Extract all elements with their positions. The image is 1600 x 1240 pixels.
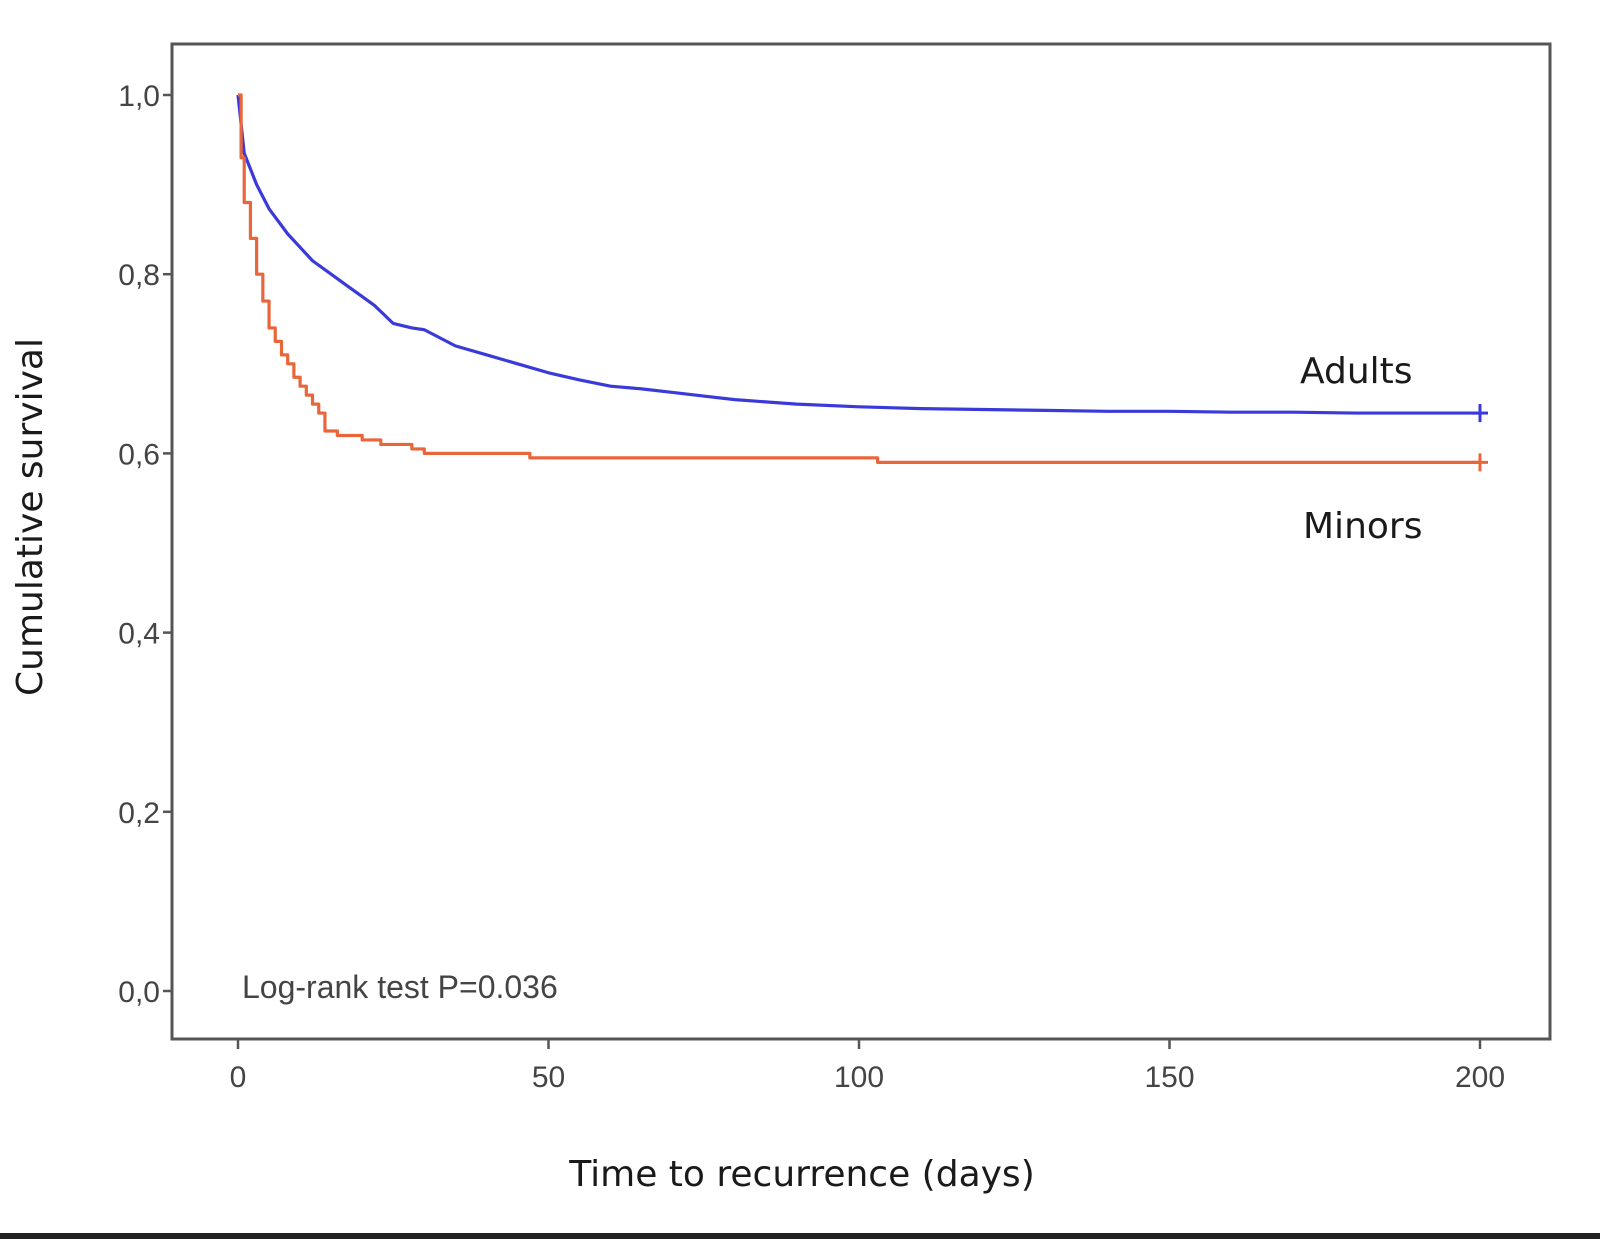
series-line-adults xyxy=(236,94,1480,415)
x-tick-label: 150 xyxy=(1144,1061,1194,1094)
x-tick-label: 50 xyxy=(532,1061,565,1094)
plot-frame xyxy=(170,42,1552,1041)
y-tick-label: 0,8 xyxy=(118,259,160,292)
y-tick-label: 1,0 xyxy=(118,80,160,113)
series-line-minors xyxy=(238,93,1480,464)
series-label-minors: Minors xyxy=(1303,506,1422,547)
x-tick-label: 200 xyxy=(1455,1061,1505,1094)
y-tick-label: 0,6 xyxy=(118,438,160,471)
y-axis-ticks: 0,0 0,2 0,4 0,6 0,8 1,0 xyxy=(118,80,172,1009)
y-tick-label: 0,4 xyxy=(118,618,160,651)
x-axis-ticks: 0 50 100 150 200 xyxy=(230,1039,1505,1094)
y-tick-label: 0,2 xyxy=(118,797,160,830)
x-tick-label: 0 xyxy=(230,1061,247,1094)
x-axis-label: Time to recurrence (days) xyxy=(568,1154,1035,1195)
y-axis-label: Cumulative survival xyxy=(10,338,51,696)
series-label-adults: Adults xyxy=(1300,351,1413,392)
log-rank-annotation: Log-rank test P=0.036 xyxy=(242,969,558,1005)
series-layer xyxy=(236,93,1488,472)
y-tick-label: 0,0 xyxy=(118,976,160,1009)
x-tick-label: 100 xyxy=(834,1061,884,1094)
